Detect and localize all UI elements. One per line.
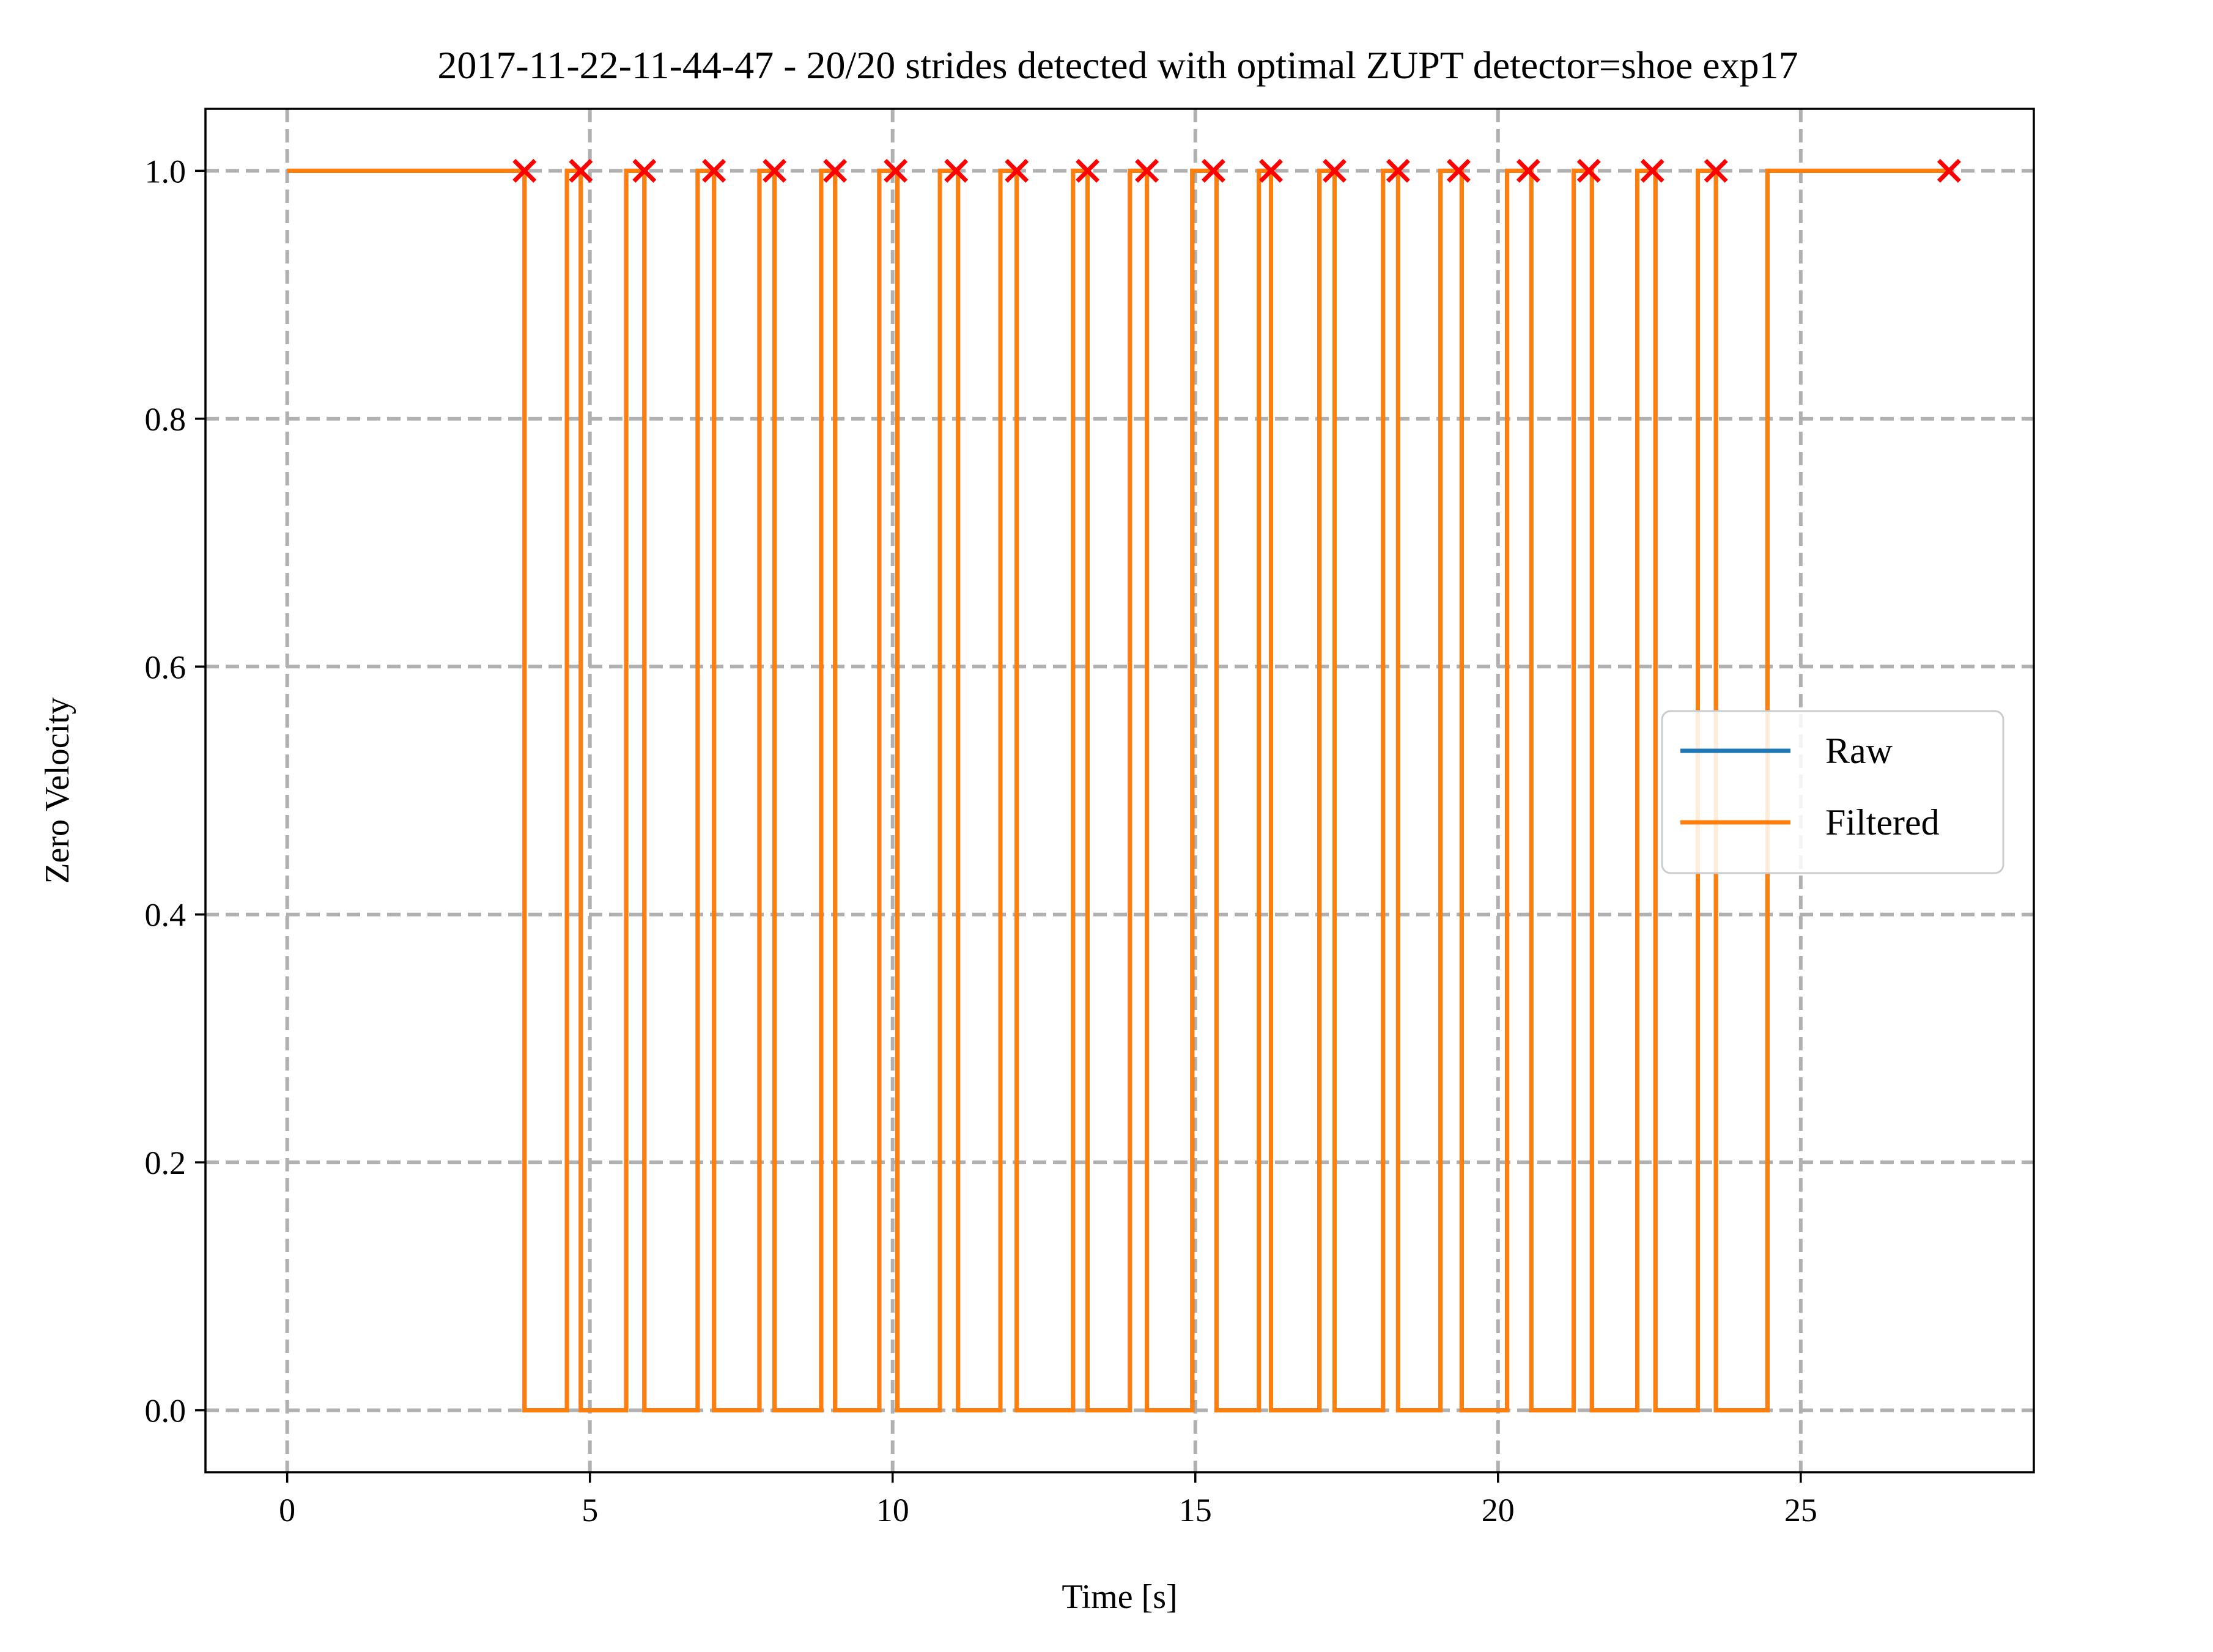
stride-marker xyxy=(944,158,969,183)
y-tick-label: 0.4 xyxy=(145,897,187,934)
stride-marker xyxy=(1135,158,1159,183)
series-line-filtered xyxy=(287,168,1949,1413)
stride-marker xyxy=(1322,158,1347,183)
plot-frame xyxy=(204,108,2035,1473)
y-tick-label: 0.8 xyxy=(145,401,187,438)
stride-marker xyxy=(1201,158,1225,183)
grid xyxy=(205,109,2034,1472)
stride-marker xyxy=(702,158,726,183)
legend-label-filtered: Filtered xyxy=(1825,802,1940,843)
x-tick-label: 10 xyxy=(876,1492,909,1528)
x-axis-label: Time [s] xyxy=(1062,1578,1177,1616)
stride-marker xyxy=(1640,158,1664,183)
x-tick-label: 15 xyxy=(1179,1492,1212,1528)
x-tick-label: 5 xyxy=(582,1492,598,1528)
stride-marker xyxy=(1005,158,1029,183)
stride-marker xyxy=(632,158,657,183)
x-axis: 0 5 10 15 20 25 xyxy=(279,1472,1817,1528)
stride-marker xyxy=(884,158,908,183)
y-axis-label: Zero Velocity xyxy=(39,697,76,883)
x-tick-label: 25 xyxy=(1784,1492,1817,1528)
stride-marker xyxy=(1386,158,1410,183)
stride-marker xyxy=(1576,158,1601,183)
stride-marker xyxy=(512,158,537,183)
stride-marker xyxy=(1937,158,1961,183)
legend-label-raw: Raw xyxy=(1825,731,1893,771)
stride-marker xyxy=(1516,158,1540,183)
y-tick-label: 0.2 xyxy=(145,1145,187,1181)
legend: Raw Filtered xyxy=(1661,710,2004,874)
x-tick-label: 0 xyxy=(279,1492,295,1528)
stride-marker xyxy=(763,158,787,183)
plot-lines xyxy=(287,168,1949,1413)
stride-markers xyxy=(512,158,1961,183)
stride-marker xyxy=(569,158,593,183)
y-tick-label: 1.0 xyxy=(145,153,187,190)
stride-marker xyxy=(1704,158,1728,183)
x-tick-label: 20 xyxy=(1482,1492,1515,1528)
y-tick-label: 0.0 xyxy=(145,1393,187,1429)
stride-marker xyxy=(1446,158,1471,183)
y-axis: 0.0 0.2 0.4 0.6 0.8 1.0 xyxy=(145,153,205,1429)
chart-title: 2017-11-22-11-44-47 - 20/20 strides dete… xyxy=(437,43,1798,87)
stride-marker xyxy=(1259,158,1283,183)
stride-marker xyxy=(1076,158,1100,183)
stride-marker xyxy=(823,158,848,183)
y-tick-label: 0.6 xyxy=(145,649,187,685)
